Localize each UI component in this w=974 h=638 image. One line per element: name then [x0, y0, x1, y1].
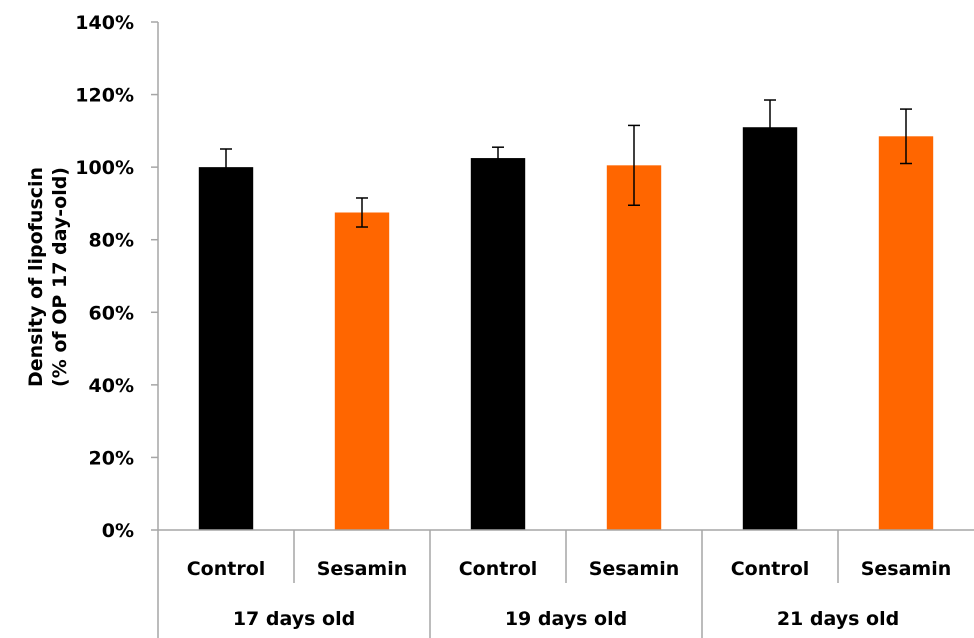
bar — [198, 167, 254, 530]
y-tick-label: 60% — [89, 302, 134, 324]
y-axis-label-line-2: (% of OP 17 day-old) — [49, 167, 71, 387]
x-category-label: Sesamin — [861, 558, 952, 580]
bar — [334, 212, 390, 530]
x-category-label: Sesamin — [589, 558, 680, 580]
x-group-label: 21 days old — [777, 608, 899, 630]
y-axis-label-line-1: Density of lipofuscin — [25, 167, 47, 387]
bars — [198, 99, 934, 531]
y-axis: 0% 20% 40% 60% 80% 100% 120% 140% — [75, 12, 159, 542]
y-tick-label: 80% — [89, 230, 134, 252]
x-category-label: Sesamin — [317, 558, 408, 580]
x-category-label: Control — [731, 558, 810, 580]
x-category-label: Control — [187, 558, 266, 580]
bar — [742, 127, 798, 530]
x-group-label: 19 days old — [505, 608, 627, 630]
y-tick-label: 120% — [75, 85, 134, 107]
bar — [470, 158, 526, 531]
bar — [878, 136, 934, 531]
y-tick-label: 140% — [75, 12, 134, 34]
y-tick-label: 0% — [102, 520, 134, 542]
x-group-label: 17 days old — [233, 608, 355, 630]
bar — [606, 165, 662, 531]
y-tick-label: 20% — [89, 447, 134, 469]
y-axis-label: Density of lipofuscin (% of OP 17 day-ol… — [25, 167, 71, 387]
x-category-label: Control — [459, 558, 538, 580]
x-axis: Control Sesamin 17 days old Control Sesamin 1… — [157, 529, 974, 638]
y-tick-label: 40% — [89, 375, 134, 397]
y-tick-label: 100% — [75, 157, 134, 179]
